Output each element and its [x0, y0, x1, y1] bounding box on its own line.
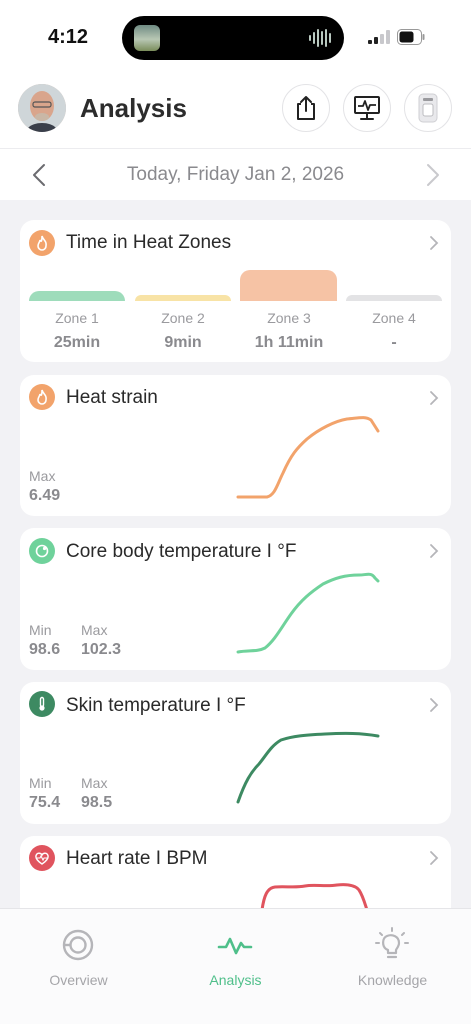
core-temp-icon — [29, 538, 55, 564]
skin-temp-sparkline — [236, 731, 380, 804]
current-date: Today, Friday Jan 2, 2026 — [126, 164, 345, 185]
zone-1-value: 25min — [53, 334, 101, 351]
chevron-right-icon — [430, 698, 439, 712]
heat-strain-card[interactable]: Heat strain Max 6.49 — [20, 375, 451, 516]
heat-strain-max-label: Max — [29, 468, 56, 484]
skin-temp-max-value: 98.5 — [81, 794, 113, 811]
dynamic-island[interactable] — [122, 16, 344, 60]
core-temp-sparkline — [236, 572, 380, 654]
heat-strain-icon — [29, 384, 55, 410]
next-day-button[interactable] — [418, 161, 446, 189]
core-temp-max-label: Max — [81, 622, 108, 638]
zone-3-value: 1h 11min — [254, 334, 324, 351]
battery-icon — [397, 29, 425, 45]
heart-rate-title: Heart rate I BPM — [66, 848, 208, 869]
zone-4-value: - — [391, 334, 397, 351]
pulse-icon — [217, 937, 253, 955]
tab-bar: Overview Analysis Knowledge — [0, 908, 471, 1024]
chevron-right-icon — [430, 851, 439, 865]
core-temp-card[interactable]: Core body temperature I °F Min 98.6 Max … — [20, 528, 451, 670]
core-temp-min-value: 98.6 — [29, 641, 61, 658]
overview-icon — [62, 929, 94, 961]
heat-zones-card[interactable]: Time in Heat Zones Zone 1 Zone 2 Zone 3 … — [20, 220, 451, 362]
zone-2-bar — [135, 295, 231, 301]
zone-2-value: 9min — [164, 334, 202, 351]
chevron-right-icon — [430, 236, 439, 250]
skin-temp-min-label: Min — [29, 775, 52, 791]
page-title: Analysis — [80, 93, 187, 123]
zone-1-bar — [29, 291, 125, 301]
zone-3-bar — [240, 270, 337, 301]
core-temp-max-value: 102.3 — [81, 641, 122, 658]
heart-rate-sparkline — [260, 883, 369, 910]
lightbulb-icon — [375, 927, 409, 959]
heat-strain-sparkline — [236, 416, 380, 499]
zone-1-label: Zone 1 — [55, 310, 99, 326]
heat-strain-max-value: 6.49 — [29, 487, 61, 504]
heat-strain-title: Heat strain — [66, 387, 158, 408]
audio-waveform-icon — [309, 29, 331, 47]
status-time: 4:12 — [48, 26, 89, 48]
core-temp-min-label: Min — [29, 622, 52, 638]
tab-knowledge[interactable]: Knowledge — [314, 909, 471, 1009]
zone-4-label: Zone 4 — [372, 310, 416, 326]
skin-temp-card[interactable]: Skin temperature I °F Min 75.4 Max 98.5 — [20, 682, 451, 824]
monitor-pulse-icon — [354, 96, 380, 120]
core-temp-title: Core body temperature I °F — [66, 541, 297, 562]
device-button[interactable] — [404, 84, 452, 132]
heart-rate-icon — [29, 845, 55, 871]
header: Analysis — [0, 76, 471, 148]
skin-temp-title: Skin temperature I °F — [66, 695, 246, 716]
chevron-right-icon — [430, 544, 439, 558]
zone-4-bar — [346, 295, 442, 301]
skin-temp-min-value: 75.4 — [29, 794, 61, 811]
zone-2-label: Zone 2 — [161, 310, 205, 326]
status-bar: 4:12 — [0, 0, 471, 76]
zone-3-label: Zone 3 — [267, 310, 311, 326]
avatar[interactable] — [18, 84, 66, 132]
date-navigation: Today, Friday Jan 2, 2026 — [0, 148, 471, 200]
skin-temp-max-label: Max — [81, 775, 108, 791]
heat-zones-title: Time in Heat Zones — [66, 232, 232, 253]
tab-analysis-label: Analysis — [209, 972, 262, 988]
chevron-right-icon — [430, 391, 439, 405]
tab-analysis[interactable]: Analysis — [157, 909, 314, 1009]
now-playing-artwork — [134, 25, 160, 51]
tab-knowledge-label: Knowledge — [357, 972, 428, 988]
sensor-device-icon — [418, 93, 438, 123]
previous-day-button[interactable] — [26, 161, 54, 189]
tab-overview[interactable]: Overview — [0, 909, 157, 1009]
share-icon — [297, 96, 315, 120]
share-button[interactable] — [282, 84, 330, 132]
flame-icon — [29, 230, 55, 256]
monitor-button[interactable] — [343, 84, 391, 132]
tab-overview-label: Overview — [49, 972, 108, 988]
thermometer-icon — [29, 691, 55, 717]
cellular-signal-icon — [368, 30, 390, 44]
avatar-photo — [18, 84, 66, 132]
